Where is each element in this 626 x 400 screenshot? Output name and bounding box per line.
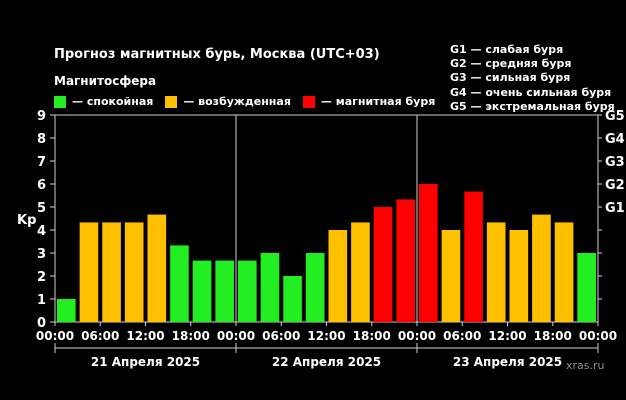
bar	[509, 230, 529, 322]
x-tick-label: 06:00	[443, 329, 481, 343]
bar	[260, 253, 280, 322]
x-tick-label: 18:00	[534, 329, 572, 343]
y-tick-label: 5	[37, 201, 46, 216]
bar	[554, 222, 574, 322]
bar	[192, 260, 212, 322]
x-tick-label: 06:00	[262, 329, 300, 343]
x-tick-label: 12:00	[307, 329, 345, 343]
g-tick-label: G4	[605, 132, 625, 147]
bar	[57, 299, 76, 322]
legend-label-quiet: — спокойная	[72, 95, 154, 108]
x-tick-label: 00:00	[36, 329, 74, 343]
bar	[283, 276, 302, 322]
bar	[532, 214, 551, 322]
g-tick-label: G5	[605, 109, 625, 124]
legend-label-storm: — магнитная буря	[320, 95, 436, 108]
bar	[396, 199, 415, 322]
legend-item-active: — возбужденная	[165, 95, 291, 108]
x-tick-label: 12:00	[126, 329, 164, 343]
g-scale-g5: G5 — экстремальная буря	[450, 99, 615, 113]
g-scale-g4: G4 — очень сильная буря	[450, 85, 612, 99]
bar	[373, 207, 393, 322]
legend-swatch-active	[165, 95, 178, 108]
y-tick-label: 1	[37, 293, 46, 308]
y-tick-label: 8	[37, 132, 46, 147]
legend-swatch-quiet	[54, 95, 66, 108]
chart-title: Прогноз магнитных бурь, Москва (UTC+03)	[54, 47, 380, 62]
g-scale-legend: G1 — слабая буря G2 — средняя буря G3 — …	[450, 43, 615, 114]
bar	[124, 222, 144, 322]
bar	[147, 214, 167, 322]
bar	[305, 253, 325, 322]
y-axis-label: Kp	[17, 213, 36, 228]
x-tick-label: 06:00	[81, 329, 119, 343]
y-tick-label: 9	[37, 109, 46, 124]
bar	[328, 230, 348, 322]
x-tick-label: 00:00	[217, 329, 255, 343]
bar	[441, 230, 461, 322]
legend: — спокойная — возбужденная — магнитная б…	[54, 95, 447, 108]
x-tick-label: 00:00	[579, 329, 617, 343]
g-scale-g2: G2 — средняя буря	[450, 57, 572, 71]
g-scale-g3: G3 — сильная буря	[450, 71, 571, 85]
credit-label: xras.ru	[566, 359, 605, 372]
bar	[170, 245, 189, 322]
y-tick-label: 3	[37, 247, 46, 262]
bar	[238, 260, 257, 322]
x-tick-label: 18:00	[172, 329, 210, 343]
g-tick-label: G3	[605, 155, 625, 170]
y-tick-label: 7	[37, 155, 46, 170]
day-label: 21 Апреля 2025	[91, 355, 200, 369]
bar	[577, 253, 596, 322]
legend-label-active: — возбужденная	[183, 95, 291, 108]
chart-subtitle: Магнитосфера	[54, 74, 157, 88]
y-tick-label: 4	[37, 224, 46, 239]
day-label: 23 Апреля 2025	[453, 355, 562, 369]
g-tick-label: G1	[605, 201, 625, 216]
bar	[102, 222, 121, 322]
bar	[464, 191, 483, 322]
y-tick-label: 6	[37, 178, 46, 193]
x-tick-label: 00:00	[398, 329, 436, 343]
bar	[419, 184, 438, 322]
bar	[79, 222, 99, 322]
x-tick-label: 18:00	[353, 329, 391, 343]
legend-item-storm: — магнитная буря	[302, 95, 436, 108]
legend-item-quiet: — спокойная	[54, 95, 153, 108]
y-tick-label: 0	[37, 316, 46, 331]
bar	[486, 222, 506, 322]
day-label: 22 Апреля 2025	[272, 355, 381, 369]
g-tick-label: G2	[605, 178, 625, 193]
legend-swatch-storm	[302, 95, 315, 108]
g-scale-g1: G1 — слабая буря	[450, 43, 564, 56]
x-tick-label: 12:00	[488, 329, 526, 343]
bar	[215, 260, 234, 322]
bar	[351, 222, 370, 322]
y-tick-label: 2	[37, 270, 46, 285]
